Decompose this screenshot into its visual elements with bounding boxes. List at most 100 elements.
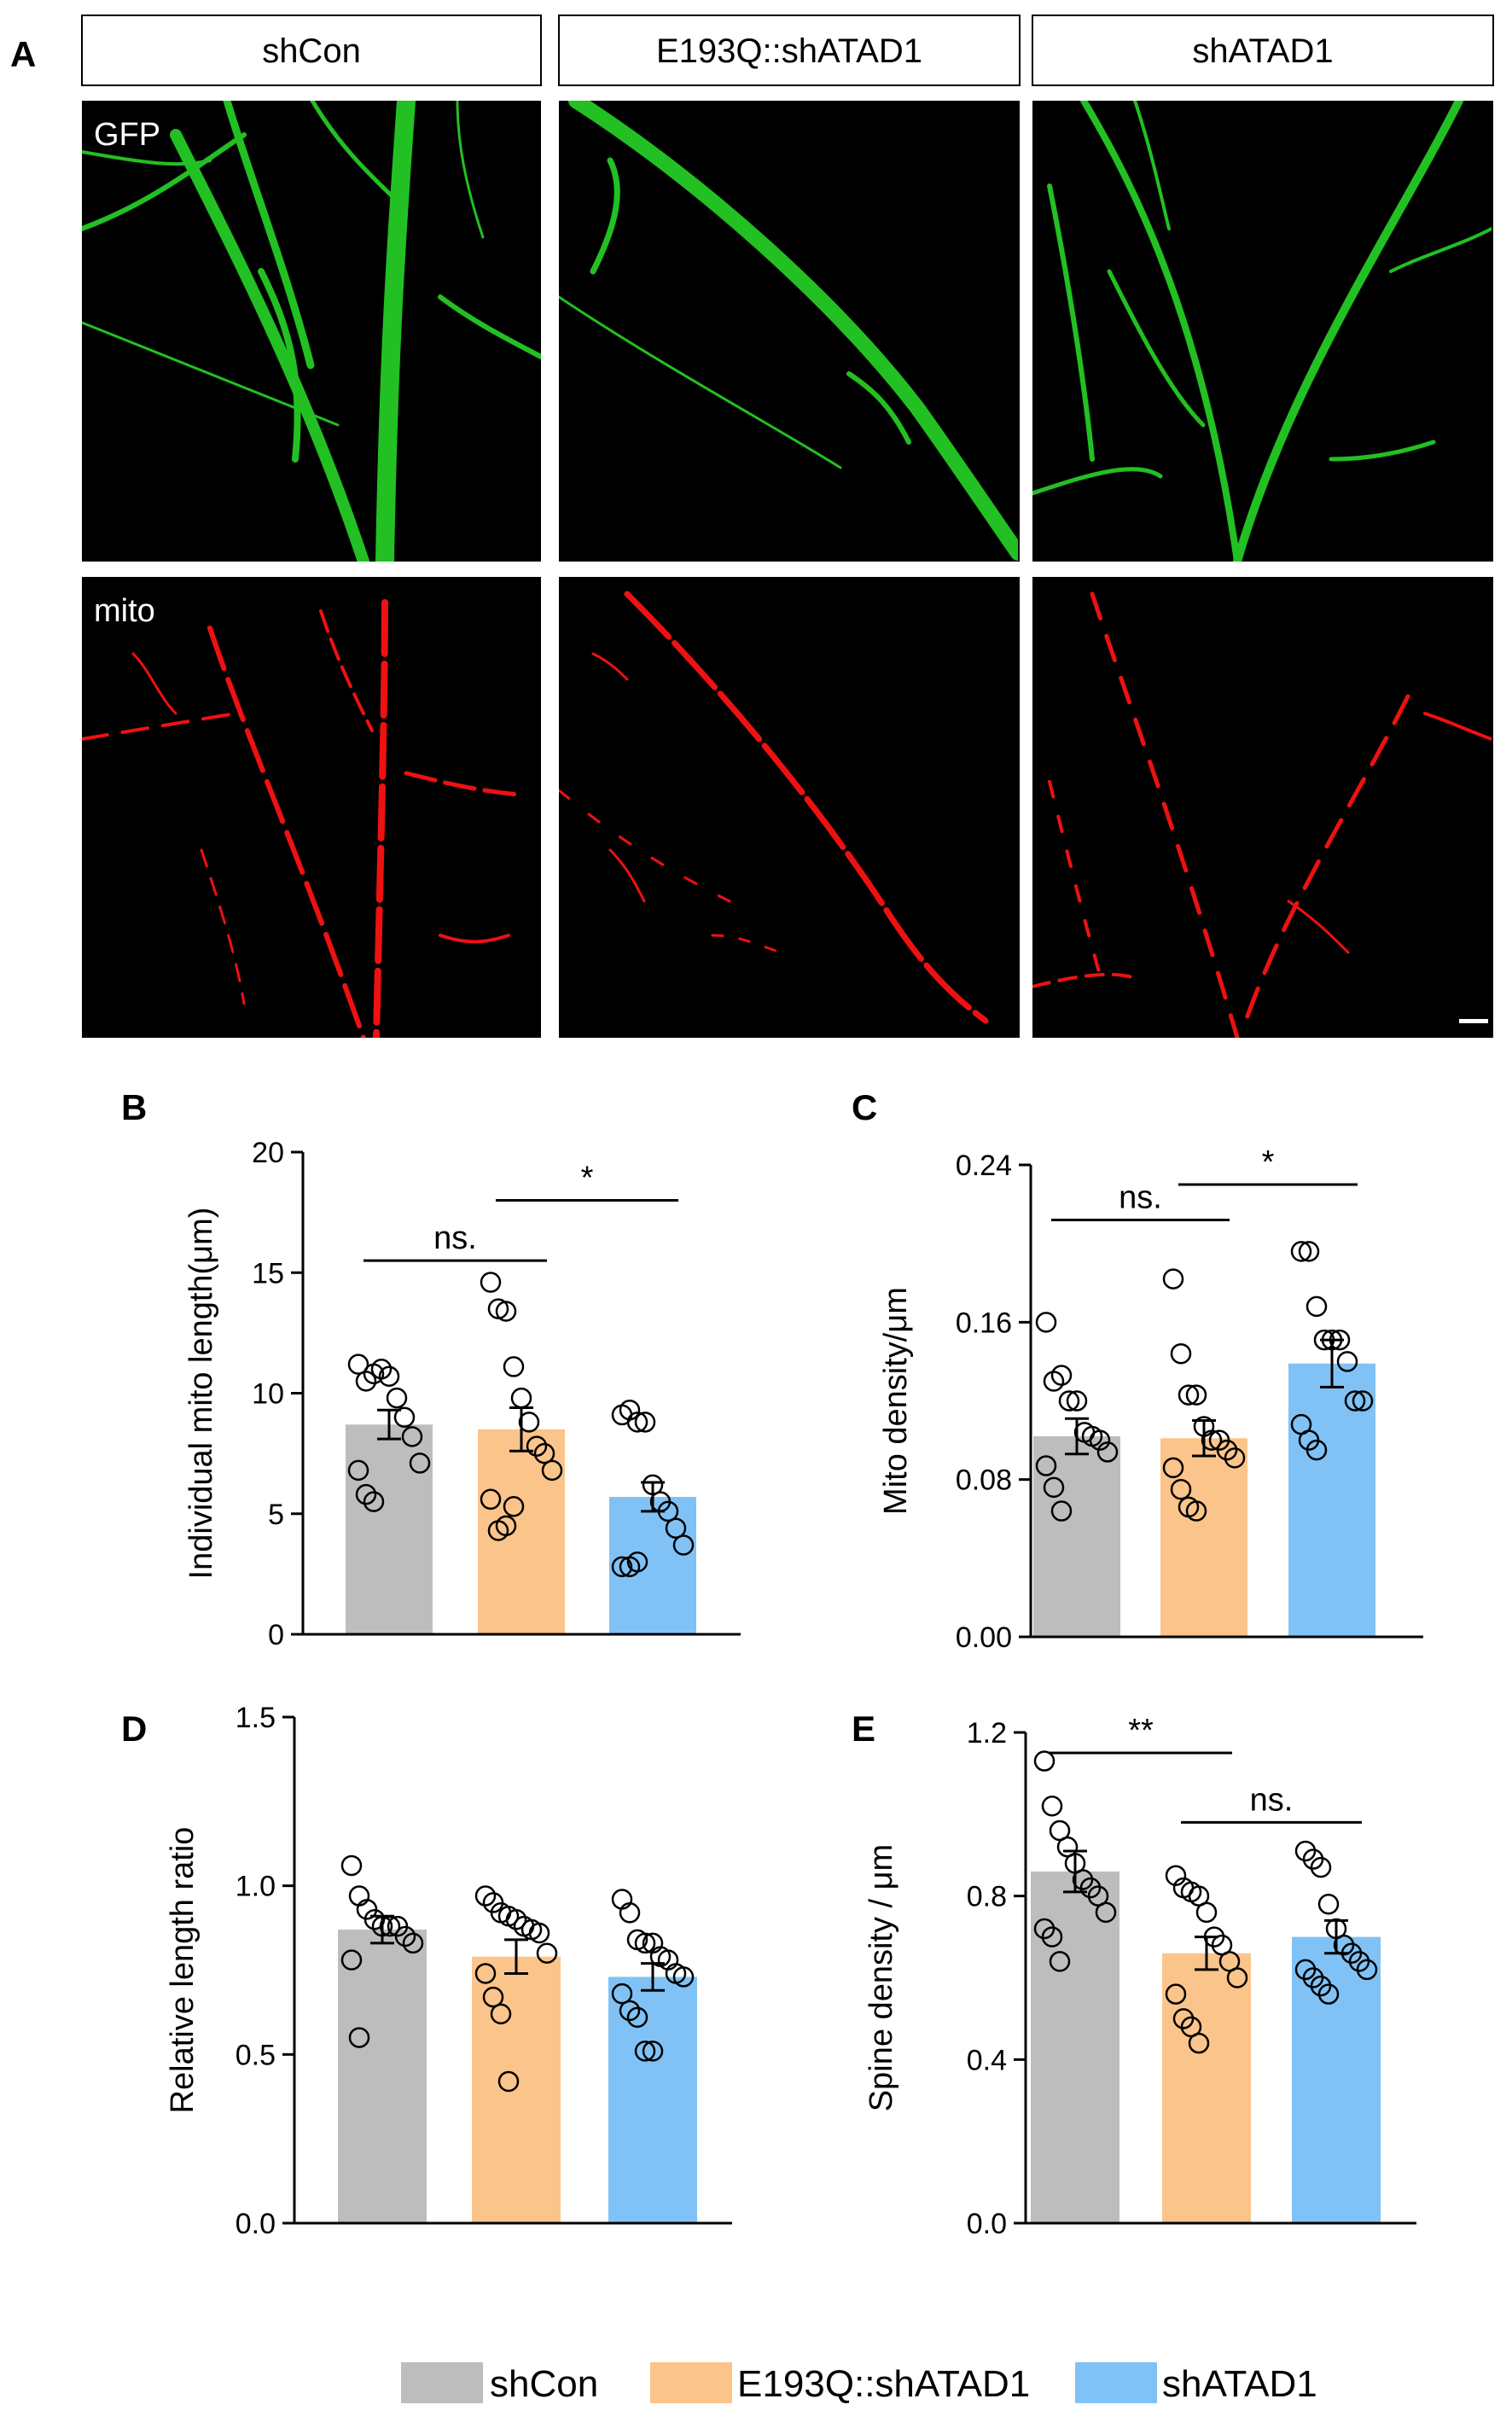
data-point: [1185, 1500, 1207, 1522]
data-point: [1033, 1750, 1055, 1772]
y-tick-label: 15: [252, 1257, 284, 1290]
image-mito-shatad1: [1032, 577, 1493, 1038]
y-tick-label: 20: [252, 1137, 284, 1169]
data-point: [1294, 1840, 1317, 1862]
data-point: [480, 1272, 502, 1293]
image-gfp-e193q: [559, 101, 1020, 562]
data-point: [1344, 1390, 1366, 1412]
data-point: [642, 1474, 664, 1496]
data-point: [1201, 1429, 1223, 1451]
significance-label: *: [1262, 1144, 1275, 1180]
image-gfp-shatad1: [1032, 101, 1493, 562]
data-point: [348, 2027, 370, 2048]
column-header-shatad1: shATAD1: [1032, 15, 1494, 86]
data-point: [1226, 1967, 1248, 1988]
data-point: [1095, 1901, 1117, 1924]
bar-shcon: [1033, 1435, 1120, 1637]
data-point: [1216, 1439, 1238, 1461]
data-point: [1298, 1241, 1320, 1262]
panel-a: A shCon E193Q::shATAD1 shATAD1: [10, 15, 1494, 1038]
y-tick-label: 0.0: [967, 2208, 1007, 2240]
data-point: [480, 1488, 502, 1511]
y-axis-title: Mito density/μm: [878, 1287, 914, 1515]
data-point: [1162, 1268, 1184, 1290]
data-point: [490, 2003, 512, 2025]
data-point: [1352, 1390, 1374, 1412]
data-point: [665, 1517, 687, 1539]
column-header-label: shATAD1: [1192, 32, 1333, 70]
panel-b: B 0 5 10 15 20 Individual mito length(μm) ns. *: [121, 1087, 741, 1651]
data-point: [1329, 1329, 1351, 1351]
data-point: [1185, 1384, 1207, 1406]
data-point: [1035, 1455, 1057, 1476]
data-point: [482, 1986, 504, 2008]
image-mito-e193q: [559, 577, 1020, 1038]
panel-letter-b: B: [121, 1087, 147, 1127]
significance-label: ns.: [1250, 1782, 1294, 1818]
data-point: [626, 2006, 648, 2029]
data-point: [657, 1500, 679, 1522]
data-point: [474, 1885, 497, 1907]
panel-d: D 0.0 0.5 1.0 1.5 Relative length ratio: [121, 1702, 732, 2240]
data-point: [1058, 1390, 1080, 1412]
y-axis-title: Individual mito length(μm): [183, 1208, 219, 1580]
data-point: [1306, 1295, 1328, 1318]
legend-item-shcon: shCon: [401, 2362, 598, 2405]
data-point: [393, 1406, 416, 1428]
data-point: [1321, 1329, 1343, 1351]
column-header-label: E193Q::shATAD1: [656, 32, 922, 70]
data-point: [634, 1932, 656, 1954]
bar-e193q-shatad1: [1162, 1953, 1251, 2223]
data-point: [1165, 1983, 1187, 2005]
legend-label: E193Q::shATAD1: [737, 2363, 1030, 2405]
data-point: [1188, 2032, 1210, 2054]
data-point: [347, 1459, 369, 1482]
bar-shatad1: [609, 1496, 696, 1634]
y-tick-label: 1.2: [967, 1717, 1007, 1750]
data-point: [401, 1426, 423, 1447]
data-point: [528, 1922, 550, 1944]
data-point: [1170, 1342, 1192, 1365]
legend-swatch: [401, 2362, 483, 2403]
data-point: [611, 1982, 633, 2005]
column-header-label: shCon: [262, 32, 361, 70]
legend-item-e193q: E193Q::shATAD1: [650, 2362, 1030, 2405]
data-point: [672, 1966, 695, 1988]
data-point: [402, 1932, 424, 1954]
y-tick-label: 0: [268, 1619, 284, 1651]
column-header-e193q: E193Q::shATAD1: [558, 15, 1021, 86]
data-point: [495, 1515, 517, 1537]
data-point: [363, 1491, 385, 1512]
data-point: [409, 1453, 431, 1474]
data-point: [386, 1387, 408, 1409]
data-point: [1317, 1983, 1340, 2005]
data-point: [1313, 1329, 1335, 1351]
legend-swatch: [650, 2362, 732, 2403]
y-tick-label: 0.5: [236, 2039, 276, 2071]
data-point: [611, 1556, 633, 1578]
data-point: [510, 1387, 532, 1409]
data-point: [370, 1359, 393, 1380]
y-tick-label: 10: [252, 1378, 284, 1411]
data-point: [371, 1915, 393, 1937]
significance-label: *: [581, 1161, 594, 1196]
data-point: [1049, 1951, 1071, 1972]
data-point: [1224, 1447, 1246, 1469]
image-mito-shcon: mito: [82, 577, 541, 1038]
y-tick-label: 0.8: [967, 1881, 1007, 1913]
data-point: [626, 1412, 648, 1433]
row-label-gfp: GFP: [94, 117, 160, 153]
column-header-shcon: shCon: [81, 15, 542, 86]
data-point: [1035, 1312, 1057, 1333]
data-point: [347, 1354, 369, 1375]
data-point: [1306, 1439, 1328, 1461]
data-point: [619, 1902, 641, 1924]
bar-shcon: [346, 1424, 433, 1634]
panel-e: E 0.0 0.4 0.8 1.2 Spine density / μm ** ns.: [852, 1709, 1416, 2240]
row-label-mito: mito: [94, 593, 155, 629]
significance-label: ns.: [1119, 1180, 1162, 1216]
data-point: [533, 1442, 555, 1464]
data-point: [495, 1301, 517, 1322]
data-point: [1317, 1894, 1340, 1915]
